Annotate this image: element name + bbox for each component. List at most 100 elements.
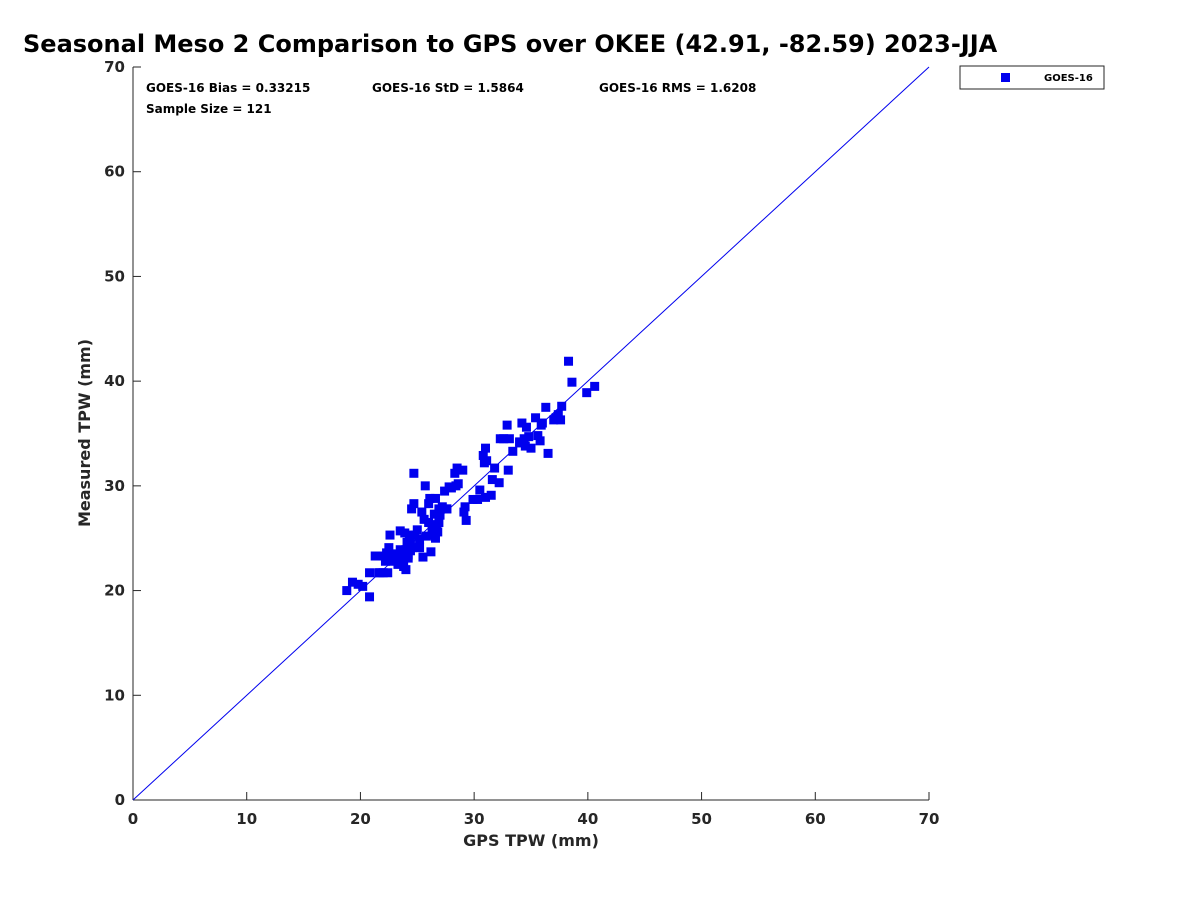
- data-point: [358, 581, 368, 591]
- data-point: [508, 446, 518, 456]
- stat-bias: GOES-16 Bias = 0.33215: [146, 81, 310, 95]
- legend: GOES-16: [959, 65, 1105, 90]
- data-point: [521, 422, 531, 432]
- data-point: [412, 525, 422, 535]
- data-point: [435, 510, 445, 520]
- data-point: [499, 434, 509, 444]
- data-point: [409, 468, 419, 478]
- x-tick-label: 30: [464, 810, 485, 828]
- data-point: [420, 481, 430, 491]
- data-point: [403, 553, 413, 563]
- data-point: [519, 434, 529, 444]
- y-tick-label: 20: [104, 582, 125, 600]
- data-point: [395, 526, 405, 536]
- data-point: [478, 450, 488, 460]
- data-point: [494, 478, 504, 488]
- data-point: [394, 554, 404, 564]
- data-point: [417, 507, 427, 517]
- data-point: [533, 431, 543, 441]
- data-point: [407, 504, 417, 514]
- data-point: [452, 463, 462, 473]
- data-point: [434, 518, 444, 528]
- data-point: [430, 493, 440, 503]
- data-point: [384, 543, 394, 553]
- data-point: [410, 530, 420, 540]
- x-tick-label: 70: [919, 810, 940, 828]
- y-tick-label: 70: [104, 58, 125, 76]
- data-point: [395, 545, 405, 555]
- data-point: [553, 410, 563, 420]
- data-point: [383, 568, 393, 578]
- data-point: [427, 525, 437, 535]
- data-point: [433, 527, 443, 537]
- data-point: [342, 586, 352, 596]
- y-tick-label: 10: [104, 686, 125, 704]
- chart-title: Seasonal Meso 2 Comparison to GPS over O…: [23, 30, 998, 58]
- data-point: [446, 483, 456, 493]
- data-point: [460, 502, 470, 512]
- data-point: [556, 415, 566, 425]
- data-point: [385, 530, 395, 540]
- data-point: [564, 356, 574, 366]
- y-tick-label: 60: [104, 163, 125, 181]
- data-point: [421, 531, 431, 541]
- data-point: [404, 530, 414, 540]
- data-point: [531, 413, 541, 423]
- x-tick-label: 0: [128, 810, 138, 828]
- data-point: [424, 499, 434, 509]
- legend-entry-label: GOES-16: [1044, 73, 1093, 84]
- stats-annotation-group: GOES-16 Bias = 0.33215 GOES-16 StD = 1.5…: [146, 81, 756, 116]
- data-points-group: [342, 356, 600, 602]
- y-tick-label: 50: [104, 267, 125, 285]
- x-tick-label: 50: [691, 810, 712, 828]
- data-point: [504, 434, 514, 444]
- data-point: [524, 432, 534, 442]
- data-point: [451, 481, 461, 491]
- x-tick-label: 60: [805, 810, 826, 828]
- data-point: [409, 499, 419, 509]
- data-point: [440, 486, 450, 496]
- data-point: [582, 388, 592, 398]
- data-point: [424, 518, 434, 528]
- data-point: [502, 420, 512, 430]
- data-point: [567, 377, 577, 387]
- data-point: [353, 579, 363, 589]
- x-tick-label: 20: [350, 810, 371, 828]
- data-point: [458, 465, 468, 475]
- y-axis-label: Measured TPW (mm): [75, 339, 94, 527]
- data-point: [475, 485, 485, 495]
- data-point: [468, 494, 478, 504]
- data-point: [415, 534, 425, 544]
- data-point: [418, 552, 428, 562]
- data-point: [401, 545, 411, 555]
- data-point: [365, 592, 375, 602]
- data-point: [537, 418, 547, 428]
- data-point: [526, 443, 536, 453]
- data-point: [517, 418, 527, 428]
- legend-box: [959, 65, 1105, 90]
- data-point: [486, 490, 496, 500]
- legend-marker: [1001, 73, 1010, 82]
- data-point: [382, 548, 392, 558]
- stat-sample-size: Sample Size = 121: [146, 102, 272, 116]
- data-point: [408, 543, 418, 553]
- data-point: [347, 577, 357, 587]
- data-point: [419, 514, 429, 524]
- x-tick-label: 40: [577, 810, 598, 828]
- data-point: [490, 463, 500, 473]
- data-point: [473, 494, 483, 504]
- x-tick-label: 10: [236, 810, 257, 828]
- y-tick-label: 30: [104, 477, 125, 495]
- data-point: [459, 507, 469, 517]
- data-point: [461, 515, 471, 525]
- y-tick-label: 40: [104, 372, 125, 390]
- data-point: [380, 556, 390, 566]
- stat-rms: GOES-16 RMS = 1.6208: [599, 81, 756, 95]
- data-point: [481, 443, 491, 453]
- data-point: [487, 475, 497, 485]
- data-point: [365, 568, 375, 578]
- data-point: [401, 565, 411, 575]
- stat-std: GOES-16 StD = 1.5864: [372, 81, 524, 95]
- data-point: [543, 448, 553, 458]
